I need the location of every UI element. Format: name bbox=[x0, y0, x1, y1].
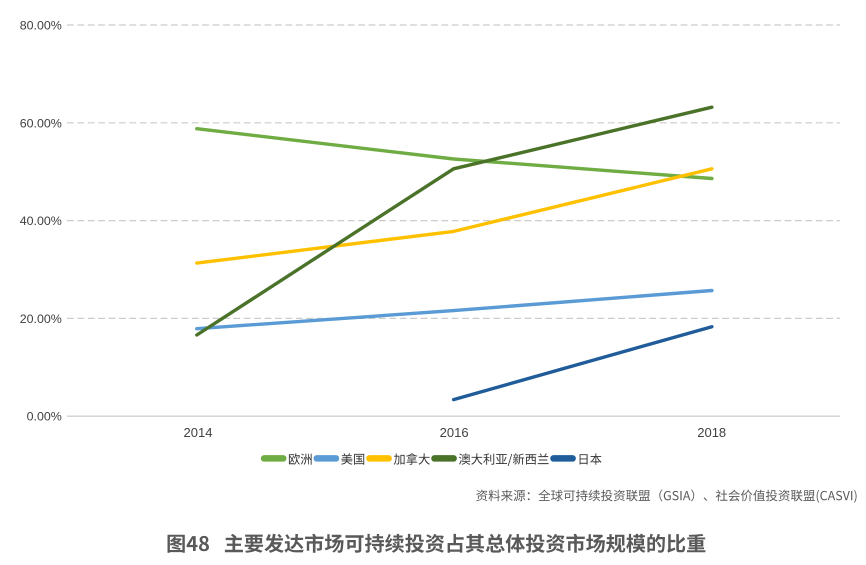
svg-text:2018: 2018 bbox=[697, 425, 726, 440]
svg-text:40.00%: 40.00% bbox=[20, 214, 62, 228]
svg-text:2016: 2016 bbox=[440, 425, 469, 440]
svg-text:2014: 2014 bbox=[184, 425, 213, 440]
svg-text:80.00%: 80.00% bbox=[20, 19, 62, 33]
svg-text:60.00%: 60.00% bbox=[20, 116, 62, 130]
svg-text:0.00%: 0.00% bbox=[27, 410, 62, 424]
svg-text:20.00%: 20.00% bbox=[20, 312, 62, 326]
